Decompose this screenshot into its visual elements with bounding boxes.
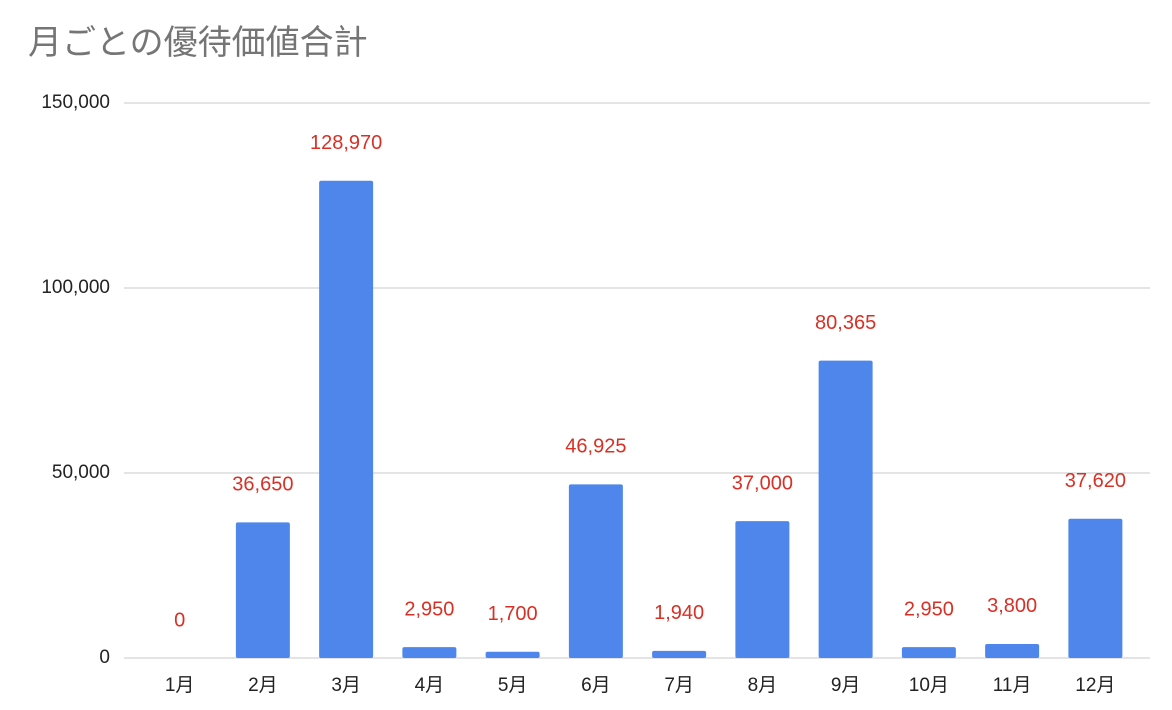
bar — [235, 522, 290, 658]
x-tick-label: 6月 — [581, 675, 611, 696]
y-tick-label: 0 — [99, 647, 110, 668]
value-label: 3,800 — [987, 595, 1037, 617]
value-label: 37,620 — [1065, 470, 1126, 492]
bar — [485, 651, 540, 658]
x-tick-label: 2月 — [248, 675, 278, 696]
bar — [652, 650, 707, 658]
value-label: 36,650 — [232, 474, 293, 496]
bar — [985, 643, 1040, 658]
bar — [901, 647, 956, 658]
x-tick-label: 7月 — [664, 675, 694, 696]
bar — [735, 521, 790, 658]
x-tick-label: 11月 — [993, 675, 1032, 696]
value-label: 2,950 — [904, 598, 954, 620]
value-label: 80,365 — [815, 312, 876, 334]
x-tick-label: 10月 — [909, 675, 949, 696]
value-label: 2,950 — [404, 598, 454, 620]
bar — [818, 360, 873, 658]
x-tick-label: 9月 — [831, 675, 861, 696]
value-label: 46,925 — [565, 436, 626, 458]
value-label: 0 — [174, 609, 185, 631]
x-tick-label: 1月 — [165, 675, 195, 696]
y-tick-label: 150,000 — [41, 92, 110, 113]
value-label: 37,000 — [732, 472, 793, 494]
bar — [568, 484, 623, 658]
x-tick-label: 3月 — [331, 675, 361, 696]
x-tick-label: 12月 — [1075, 675, 1115, 696]
x-tick-label: 4月 — [415, 675, 445, 696]
x-tick-label: 5月 — [498, 675, 528, 696]
y-tick-label: 100,000 — [41, 277, 110, 298]
bar — [319, 180, 374, 658]
value-label: 1,940 — [654, 602, 704, 624]
bar — [402, 647, 457, 658]
x-tick-label: 8月 — [748, 675, 778, 696]
chart-title: 月ごとの優待価値合計 — [28, 24, 368, 62]
value-label: 128,970 — [310, 132, 382, 154]
y-tick-label: 50,000 — [52, 462, 110, 483]
value-label: 1,700 — [488, 603, 538, 625]
bar — [1068, 518, 1123, 658]
